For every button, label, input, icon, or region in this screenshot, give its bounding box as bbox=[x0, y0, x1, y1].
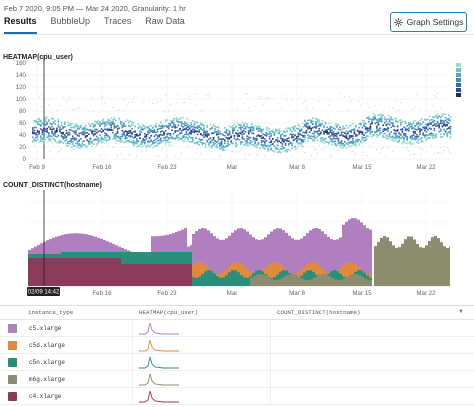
series-color-swatch bbox=[8, 340, 17, 350]
heatmap-y-tick: 160 bbox=[16, 60, 27, 67]
instance-type-label: c5n.xlarge bbox=[29, 358, 66, 366]
count-distinct-x-tick: Feb 16 bbox=[92, 290, 112, 297]
series-color-swatch bbox=[8, 357, 17, 367]
heatmap-legend-swatch bbox=[456, 83, 461, 87]
heatmap-x-tick: Mar 8 bbox=[289, 164, 305, 171]
heatmap-y-tick: 40 bbox=[19, 132, 26, 139]
table-row[interactable]: c5n.xlarge bbox=[0, 354, 474, 371]
count-distinct-x-tick: Mar 8 bbox=[289, 290, 305, 297]
graph-settings-button[interactable]: Graph Settings bbox=[390, 12, 467, 32]
heatmap-y-tick: 60 bbox=[19, 120, 26, 127]
tab-divider bbox=[0, 34, 474, 35]
header-count-distinct[interactable]: COUNT_DISTINCT(hostname) bbox=[277, 309, 361, 316]
heatmap-x-tick: Mar 22 bbox=[416, 164, 436, 171]
area-c4-xlarge-base bbox=[28, 258, 193, 286]
table-row[interactable]: m6g.xlarge bbox=[0, 371, 474, 388]
count-distinct-x-tick: Mar 22 bbox=[416, 290, 436, 297]
count-distinct-x-tick: Mar 15 bbox=[352, 290, 372, 297]
time-range-text: Feb 7 2020, 9:05 PM — Mar 24 2020, Granu… bbox=[4, 4, 186, 13]
heatmap-sparkline-cell bbox=[133, 337, 271, 353]
heatmap-sparkline-cell bbox=[133, 354, 271, 370]
count-distinct-chart[interactable]: Feb 16 Feb 23 Mar Mar 8 Mar 15 Mar 22 02/09 1… bbox=[0, 190, 474, 302]
tab-raw-data[interactable]: Raw Data bbox=[145, 16, 185, 26]
table-header: instance_type HEATMAP(cpu_user) COUNT_DI… bbox=[0, 306, 474, 320]
graph-settings-label: Graph Settings bbox=[406, 17, 464, 27]
gear-icon bbox=[393, 17, 403, 27]
area-m6g-early bbox=[250, 274, 372, 286]
heatmap-sparkline-cell bbox=[133, 320, 271, 336]
instance-type-label: c5.xlarge bbox=[29, 324, 62, 332]
heatmap-legend-swatch bbox=[456, 68, 461, 72]
header-heatmap[interactable]: HEATMAP(cpu_user) bbox=[139, 309, 199, 316]
count-distinct-x-tick: Mar bbox=[227, 290, 238, 297]
heatmap-y-tick: 80 bbox=[19, 108, 26, 115]
tab-traces[interactable]: Traces bbox=[104, 16, 132, 26]
heatmap-x-tick: Mar bbox=[227, 164, 238, 171]
instance-type-cell: m6g.xlarge bbox=[0, 371, 133, 387]
heatmap-sparkline-cell bbox=[133, 371, 271, 387]
heatmap-title: HEATMAP(cpu_user) bbox=[3, 54, 73, 61]
series-color-swatch bbox=[8, 391, 17, 401]
heatmap-y-tick: 120 bbox=[16, 84, 27, 91]
table-row[interactable]: c5.xlarge bbox=[0, 320, 474, 337]
instance-type-cell: c5.xlarge bbox=[0, 320, 133, 336]
table-body: c5.xlarge c5d.xlarge c5n.xlarge bbox=[0, 320, 474, 405]
series-color-swatch bbox=[8, 374, 17, 384]
heatmap-legend-swatch bbox=[456, 63, 461, 67]
heatmap-sparkline bbox=[139, 339, 179, 352]
heatmap-x-tick: Feb 16 bbox=[92, 164, 112, 171]
tab-results[interactable]: Results bbox=[4, 16, 37, 34]
heatmap-y-tick: 0 bbox=[23, 156, 27, 163]
instance-type-cell: c5d.xlarge bbox=[0, 337, 133, 353]
series-color-swatch bbox=[8, 323, 17, 333]
heatmap-chart[interactable]: 160 140 120 100 80 60 40 20 0 Feb 9 Feb 16 Feb 23 M… bbox=[0, 55, 474, 177]
heatmap-sparkline bbox=[139, 356, 179, 369]
instance-type-cell: c5n.xlarge bbox=[0, 354, 133, 370]
table-row[interactable]: c4.xlarge bbox=[0, 388, 474, 405]
results-tabs: Results BubbleUp Traces Raw Data bbox=[4, 16, 185, 34]
heatmap-legend-swatch bbox=[456, 93, 461, 97]
heatmap-sparkline-cell bbox=[133, 388, 271, 404]
instance-type-cell: c4.xlarge bbox=[0, 388, 133, 404]
instance-type-label: c5d.xlarge bbox=[29, 341, 66, 349]
heatmap-y-tick: 100 bbox=[16, 96, 27, 103]
heatmap-sparkline bbox=[139, 322, 179, 335]
sort-icon[interactable]: ▼ bbox=[458, 309, 464, 315]
heatmap-y-tick: 140 bbox=[16, 72, 27, 79]
header-instance-type[interactable]: instance_type bbox=[28, 309, 74, 316]
heatmap-y-tick: 20 bbox=[19, 144, 26, 151]
heatmap-sparkline bbox=[139, 373, 179, 386]
heatmap-legend-swatch bbox=[456, 78, 461, 82]
heatmap-sparkline bbox=[139, 390, 179, 403]
heatmap-legend-swatch bbox=[456, 73, 461, 77]
count-distinct-title: COUNT_DISTINCT(hostname) bbox=[3, 182, 102, 189]
area-m6g-xlarge bbox=[374, 236, 450, 286]
instance-type-label: c4.xlarge bbox=[29, 392, 62, 400]
heatmap-x-tick: Feb 9 bbox=[29, 164, 45, 171]
count-distinct-x-tick: Feb 23 bbox=[157, 290, 177, 297]
instance-type-label: m6g.xlarge bbox=[29, 375, 66, 383]
group-table: instance_type HEATMAP(cpu_user) COUNT_DI… bbox=[0, 305, 474, 407]
heatmap-x-tick: Feb 23 bbox=[157, 164, 177, 171]
cursor-label: 02/09 14:42 bbox=[28, 290, 60, 296]
cursor-label-bg bbox=[27, 287, 60, 296]
heatmap-x-tick: Mar 15 bbox=[352, 164, 372, 171]
table-row[interactable]: c5d.xlarge bbox=[0, 337, 474, 354]
heatmap-legend-swatch bbox=[456, 88, 461, 92]
tab-bubbleup[interactable]: BubbleUp bbox=[50, 16, 91, 26]
